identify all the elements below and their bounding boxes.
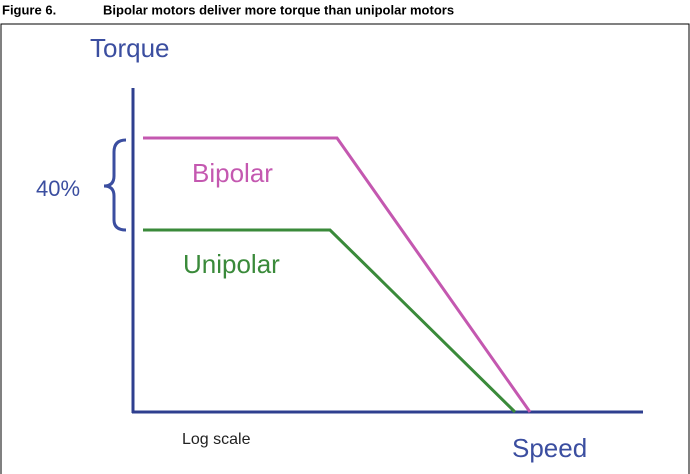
unipolar-curve <box>143 228 517 414</box>
brace <box>103 138 127 232</box>
caption-label: Figure 6. <box>2 2 56 17</box>
x-axis-note: Log scale <box>182 431 251 448</box>
bipolar-curve <box>143 136 532 413</box>
figure-frame <box>0 23 690 474</box>
bipolar-label: Bipolar <box>192 158 273 188</box>
caption-title: Bipolar motors deliver more torque than … <box>103 2 454 17</box>
y-axis-label: Torque <box>90 33 170 63</box>
percent-annotation: 40% <box>36 176 80 201</box>
x-axis-label: Speed <box>512 433 587 463</box>
unipolar-label: Unipolar <box>183 249 280 279</box>
